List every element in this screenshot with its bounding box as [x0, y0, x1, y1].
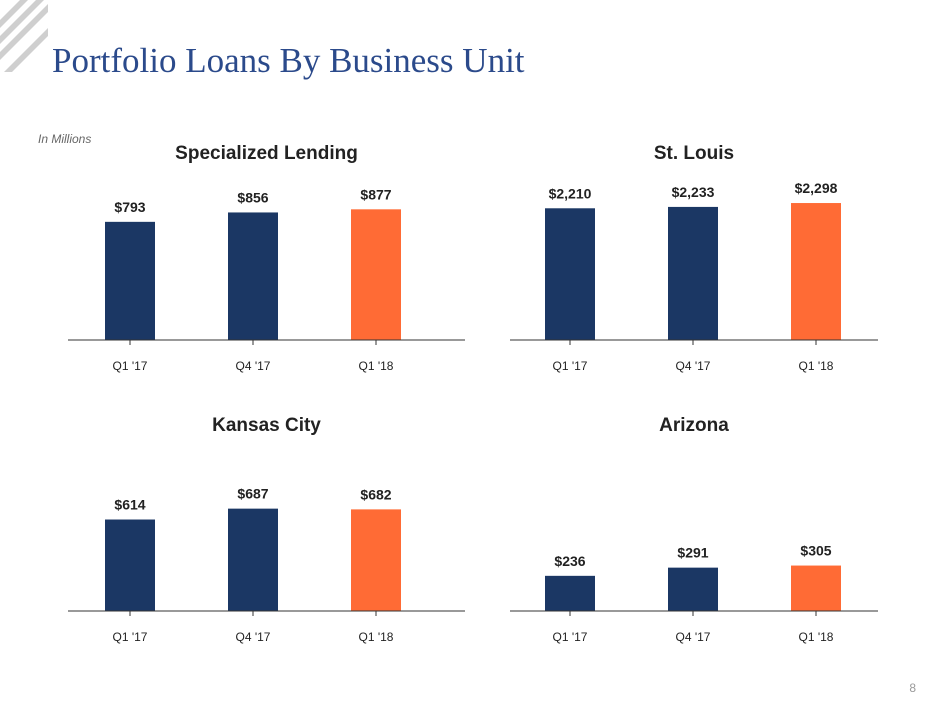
bar — [228, 212, 278, 340]
bar — [668, 567, 718, 611]
x-tick-label: Q1 '17 — [553, 359, 588, 373]
value-label: $793 — [114, 199, 145, 215]
x-tick-label: Q1 '18 — [359, 359, 394, 373]
value-label: $877 — [360, 186, 391, 202]
x-tick-label: Q4 '17 — [236, 359, 271, 373]
logo — [0, 0, 48, 72]
x-tick-label: Q4 '17 — [236, 630, 271, 644]
x-tick-label: Q1 '18 — [799, 630, 834, 644]
x-tick-label: Q1 '17 — [113, 630, 148, 644]
chart-title: Kansas City — [212, 415, 321, 436]
bar — [228, 508, 278, 611]
value-label: $2,298 — [795, 180, 838, 196]
units-note: In Millions — [38, 132, 91, 146]
value-label: $856 — [237, 189, 268, 205]
value-label: $2,233 — [672, 184, 715, 200]
bar — [791, 203, 841, 340]
value-label: $2,210 — [549, 185, 592, 201]
x-tick-label: Q4 '17 — [676, 630, 711, 644]
value-label: $236 — [554, 553, 585, 569]
x-tick-label: Q4 '17 — [676, 359, 711, 373]
x-tick-label: Q1 '18 — [359, 630, 394, 644]
value-label: $687 — [237, 486, 268, 502]
x-tick-label: Q1 '17 — [553, 630, 588, 644]
bar — [668, 206, 718, 340]
bar — [545, 208, 595, 340]
value-label: $682 — [360, 486, 391, 502]
chart-title: Specialized Lending — [175, 143, 358, 164]
bar — [791, 565, 841, 611]
bar — [351, 509, 401, 611]
value-label: $291 — [677, 545, 708, 561]
x-tick-label: Q1 '18 — [799, 359, 834, 373]
chart-title: St. Louis — [654, 143, 734, 164]
x-tick-label: Q1 '17 — [113, 359, 148, 373]
bar — [351, 209, 401, 340]
bar — [105, 221, 155, 340]
slide-title: Portfolio Loans By Business Unit — [52, 41, 525, 80]
value-label: $614 — [114, 497, 145, 513]
page-number: 8 — [909, 681, 916, 695]
bar — [545, 575, 595, 611]
chart-title: Arizona — [659, 415, 729, 436]
value-label: $305 — [800, 543, 831, 559]
bar — [105, 519, 155, 611]
